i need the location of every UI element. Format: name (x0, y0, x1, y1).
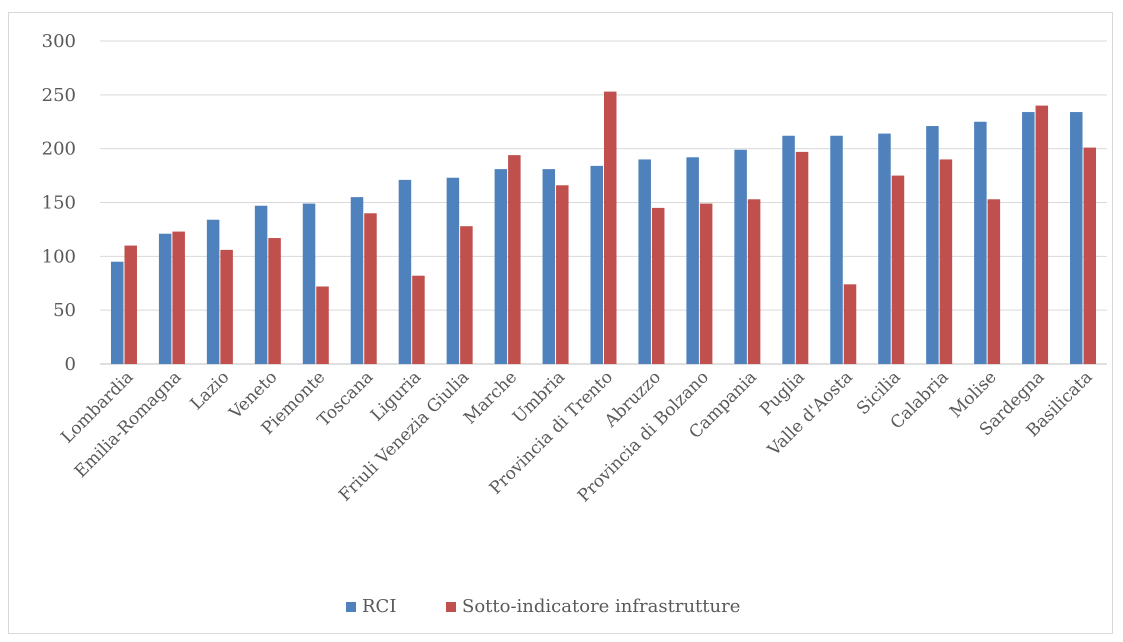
bar-infrastrutture-13 (747, 199, 761, 364)
bar-infrastrutture-4 (316, 286, 329, 364)
bar-rci-4 (302, 203, 316, 364)
legend: RCI Sotto-indicatore infrastrutture (346, 596, 740, 617)
legend-label-1: Sotto-indicatore infrastrutture (462, 596, 740, 617)
bar-rci-5 (350, 197, 364, 364)
bar-infrastrutture-5 (364, 213, 377, 364)
legend-swatch-0 (346, 602, 356, 612)
bar-rci-3 (254, 205, 268, 364)
bar-rci-18 (974, 121, 987, 364)
bar-infrastrutture-12 (699, 203, 713, 364)
bar-infrastrutture-6 (412, 275, 425, 364)
y-tick-label: 50 (53, 300, 76, 321)
bar-infrastrutture-8 (508, 155, 521, 364)
bar-rci-7 (446, 177, 460, 364)
bar-infrastrutture-7 (460, 226, 473, 364)
bar-infrastrutture-2 (220, 249, 233, 364)
x-category-label: Valle d'Aosta (763, 367, 856, 460)
bar-rci-12 (686, 157, 699, 364)
y-tick-label: 200 (42, 139, 76, 160)
bar-infrastrutture-16 (891, 175, 905, 364)
bar-infrastrutture-18 (987, 199, 1001, 364)
bar-rci-20 (1070, 112, 1083, 364)
bar-rci-15 (830, 135, 843, 364)
y-tick-label: 150 (42, 193, 76, 214)
bar-rci-17 (926, 126, 939, 364)
bar-rci-6 (398, 179, 412, 364)
bar-infrastrutture-19 (1035, 105, 1049, 364)
bar-rci-2 (206, 219, 220, 364)
bar-rci-9 (542, 169, 556, 364)
bar-rci-16 (878, 133, 891, 364)
bar-infrastrutture-1 (172, 231, 185, 364)
y-tick-label: 250 (42, 85, 76, 106)
bar-rci-14 (782, 135, 795, 364)
y-tick-label: 100 (42, 246, 76, 267)
bar-infrastrutture-20 (1083, 147, 1097, 364)
bar-infrastrutture-15 (843, 284, 857, 364)
legend-label-0: RCI (362, 596, 396, 617)
bar-infrastrutture-11 (651, 207, 665, 364)
bars (110, 91, 1097, 364)
bar-rci-1 (158, 233, 172, 364)
y-tick-label: 0 (65, 354, 76, 375)
bar-infrastrutture-14 (795, 151, 809, 364)
y-axis-ticks: 0 50 100 150 200 250 300 (42, 31, 76, 375)
bar-rci-11 (638, 159, 651, 364)
legend-swatch-1 (446, 602, 456, 612)
bar-infrastrutture-3 (268, 238, 281, 364)
bar-rci-8 (494, 169, 508, 364)
bar-rci-19 (1022, 112, 1035, 364)
x-category-label: Marche (460, 367, 521, 428)
bar-infrastrutture-17 (939, 159, 953, 364)
bar-rci-13 (734, 149, 747, 364)
bar-infrastrutture-0 (124, 245, 137, 364)
bar-infrastrutture-10 (604, 91, 617, 364)
gridlines (100, 40, 1107, 365)
bar-rci-0 (110, 261, 124, 364)
bar-infrastrutture-9 (556, 185, 569, 364)
y-tick-label: 300 (42, 31, 76, 52)
bar-rci-10 (590, 165, 603, 364)
